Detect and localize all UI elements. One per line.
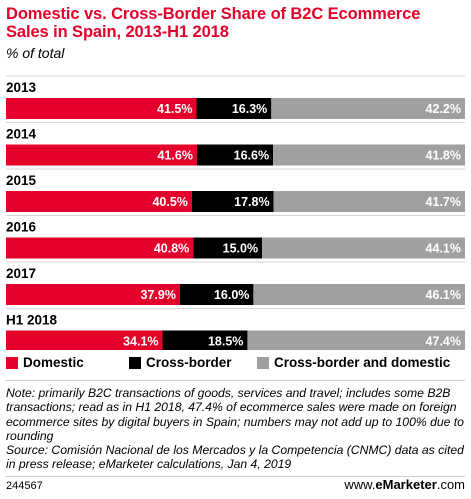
category-label-2017: 2017: [6, 266, 36, 281]
legend-label-domestic: Domestic: [23, 355, 84, 370]
data-label-cross-border-2015: 17.8%: [234, 195, 269, 209]
bar-domestic-2013: [6, 98, 197, 119]
brand-logo[interactable]: www.eMarketer.com: [344, 477, 465, 492]
bar-cross-border-2016: [193, 237, 263, 259]
category-label-2013: 2013: [6, 80, 37, 95]
stacked-bar-chart: 2013 41.5% 16.3% 42.2% 2014 41.6% 16.6% 41.8% 20…: [6, 75, 465, 350]
legend-label-cross-border: Cross-border: [146, 355, 232, 370]
bar-cross-border-and-domestic-2013: [271, 98, 465, 119]
data-label-domestic-2013: 41.5%: [157, 102, 192, 116]
legend-item-cross-border: Cross-border: [129, 355, 232, 370]
legend-item-domestic: Domestic: [6, 355, 84, 370]
data-label-domestic-2014: 41.6%: [157, 149, 192, 163]
data-label-cross-border-and-domestic-2016: 44.1%: [426, 242, 461, 256]
data-label-cross-border-and-domestic-2013: 42.2%: [426, 102, 461, 116]
bar-cross-border-2015: [191, 191, 274, 212]
bar-cross-border-2014: [196, 144, 274, 166]
category-label-h1-2018: H1 2018: [6, 313, 58, 328]
bar-domestic-2014: [6, 144, 197, 166]
brand-prefix: www.: [344, 477, 376, 492]
data-label-cross-border-and-domestic-h1-2018: 47.4%: [426, 335, 461, 349]
chart-legend: Domestic Cross-border Cross-border and d…: [6, 355, 466, 373]
data-label-cross-border-2017: 16.0%: [214, 288, 249, 302]
data-label-cross-border-and-domestic-2017: 46.1%: [426, 288, 461, 302]
category-label-2014: 2014: [6, 127, 37, 142]
bar-cross-border-and-domestic-2015: [273, 191, 465, 212]
bar-domestic-2017: [6, 284, 180, 305]
bar-cross-border-and-domestic-2016: [262, 237, 465, 259]
footer-divider: [6, 476, 465, 477]
legend-label-both: Cross-border and domestic: [274, 355, 451, 370]
bar-domestic-2015: [6, 191, 192, 212]
bar-cross-border-2013: [196, 98, 272, 119]
bar-cross-border-2017: [179, 284, 254, 305]
data-label-cross-border-h1-2018: 18.5%: [208, 335, 243, 349]
chart-id: 244567: [6, 480, 43, 492]
data-label-cross-border-2013: 16.3%: [232, 102, 267, 116]
legend-swatch-cross-border: [129, 356, 141, 369]
data-label-domestic-2015: 40.5%: [152, 195, 187, 209]
legend-swatch-domestic: [6, 356, 18, 369]
data-label-cross-border-and-domestic-2015: 41.7%: [426, 195, 461, 209]
divider-line: [6, 380, 465, 381]
chart-subtitle: % of total: [6, 45, 65, 61]
category-label-2016: 2016: [6, 220, 37, 235]
source-text: Source: Comisión Nacional de los Mercado…: [6, 443, 464, 472]
bar-cross-border-and-domestic-2017: [253, 284, 465, 305]
data-label-cross-border-2016: 15.0%: [223, 242, 258, 256]
bar-cross-border-h1-2018: [162, 330, 248, 350]
legend-swatch-both: [257, 356, 269, 369]
category-label-2015: 2015: [6, 173, 37, 188]
bar-domestic-2016: [6, 237, 194, 259]
chart-notes: Note: primarily B2C transactions of good…: [6, 386, 468, 472]
data-label-domestic-2017: 37.9%: [141, 288, 176, 302]
chart-title: Domestic vs. Cross-Border Share of B2C E…: [6, 5, 421, 41]
bar-cross-border-and-domestic-2014: [273, 144, 465, 166]
data-label-domestic-h1-2018: 34.1%: [123, 335, 158, 349]
legend-item-cross-border-and-domestic: Cross-border and domestic: [257, 355, 450, 370]
brand-suffix: .com: [436, 477, 465, 492]
data-label-domestic-2016: 40.8%: [154, 242, 189, 256]
data-label-cross-border-and-domestic-2014: 41.8%: [426, 149, 461, 163]
note-text: Note: primarily B2C transactions of good…: [6, 386, 464, 443]
bar-domestic-h1-2018: [6, 330, 163, 350]
bar-cross-border-and-domestic-h1-2018: [247, 330, 465, 350]
brand-name: eMarketer: [375, 477, 437, 492]
data-label-cross-border-2014: 16.6%: [234, 149, 269, 163]
